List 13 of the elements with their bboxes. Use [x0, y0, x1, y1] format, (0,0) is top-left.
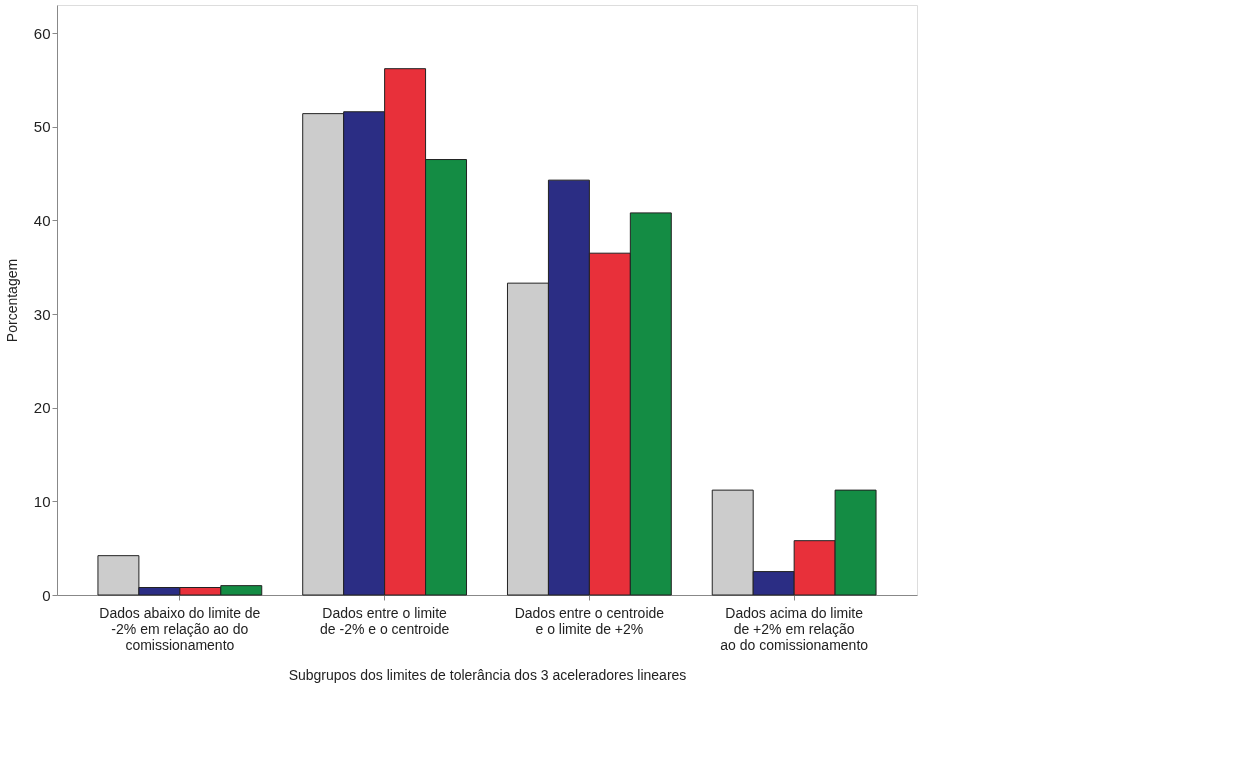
y-tick-label: 0: [42, 586, 51, 604]
y-axis-title: Porcentagem: [3, 258, 20, 343]
y-tick-label: 60: [33, 24, 51, 42]
y-tick-label: 50: [33, 118, 51, 136]
y-tick-label: 30: [33, 305, 51, 323]
y-tick-label: 20: [33, 399, 51, 417]
x-tick-label: Dados entre o limite de -2% e o centroide: [320, 604, 450, 637]
x-tick-label: Dados abaixo do limite de -2% em relação ao do comissionamento: [99, 604, 261, 653]
x-tick-label: Dados entre o centroide e o limite de +2%: [514, 604, 665, 637]
y-tick-label: 10: [33, 492, 51, 510]
x-axis-title: Subgrupos dos limites de tolerância dos 3 aceleradores lineares: [288, 666, 687, 683]
y-tick-label: 40: [33, 211, 51, 229]
x-tick-label: Dados acima do limite de +2% em relação ao do comissionamento: [720, 604, 869, 653]
